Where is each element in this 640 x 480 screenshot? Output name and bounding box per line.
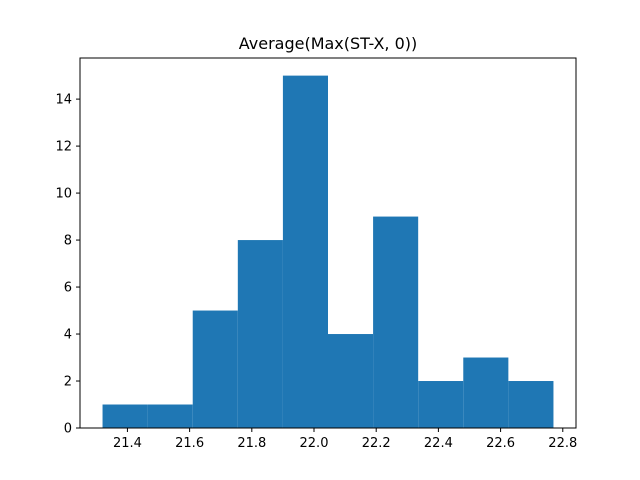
x-tick-label: 22.6: [486, 436, 515, 451]
histogram-bar: [328, 334, 374, 428]
y-tick-label: 14: [55, 93, 72, 108]
x-tick-label: 22.8: [548, 436, 577, 451]
x-tick-label: 22.0: [300, 436, 329, 451]
y-tick-label: 10: [55, 187, 72, 202]
chart-title: Average(Max(ST-X, 0)): [239, 34, 418, 53]
y-tick-label: 0: [64, 422, 72, 437]
plot-frame: [79, 57, 577, 429]
histogram-bar: [147, 404, 193, 428]
histogram-bar: [373, 216, 419, 428]
x-tick-label: 22.2: [362, 436, 391, 451]
histogram-bars: [102, 75, 554, 428]
histogram-bar: [508, 381, 554, 428]
histogram-bar: [463, 357, 509, 428]
histogram-bar: [237, 240, 283, 428]
histogram-bar: [418, 381, 464, 428]
y-tick-label: 12: [55, 140, 72, 155]
histogram-bar: [102, 404, 148, 428]
y-axis: 0 2 4 6 8 10 12 14: [55, 93, 80, 437]
y-tick-label: 2: [64, 375, 72, 390]
x-tick-label: 21.4: [113, 436, 142, 451]
x-tick-label: 21.6: [175, 436, 204, 451]
y-tick-label: 8: [64, 234, 72, 249]
x-tick-label: 22.4: [424, 436, 453, 451]
x-axis: 21.4 21.6 21.8 22.0 22.2 22.4 22.6 22.8: [113, 428, 577, 451]
y-tick-label: 6: [64, 281, 72, 296]
x-tick-label: 21.8: [237, 436, 266, 451]
histogram-bar: [282, 75, 328, 428]
histogram-bar: [192, 310, 238, 428]
y-tick-label: 4: [64, 328, 72, 343]
